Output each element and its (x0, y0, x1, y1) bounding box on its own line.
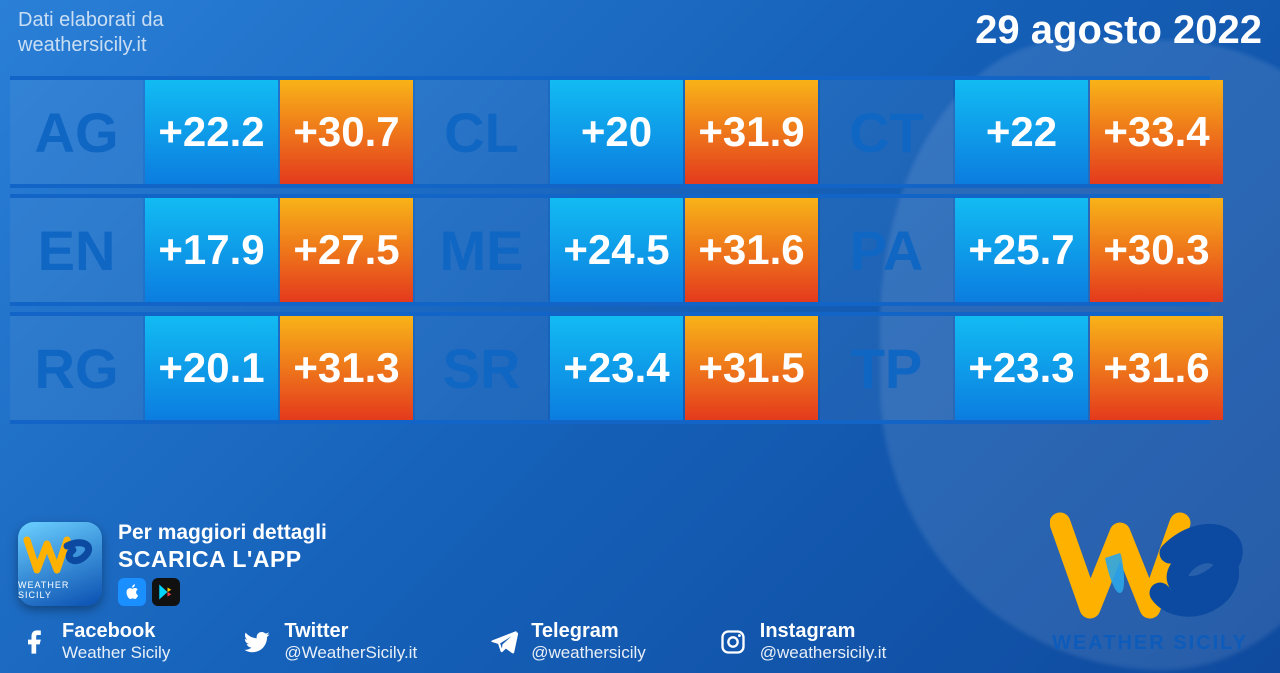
promo-text: Per maggiori dettagli SCARICA L'APP (118, 521, 327, 606)
social-item-facebook[interactable]: Facebook Weather Sicily (18, 620, 170, 663)
max-temp: +31.6 (685, 198, 818, 302)
province-code: RG (10, 316, 143, 420)
max-temp: +31.9 (685, 80, 818, 184)
min-temp: +23.4 (550, 316, 683, 420)
max-temp: +27.5 (280, 198, 413, 302)
promo-line2: SCARICA L'APP (118, 546, 327, 572)
province-code: SR (415, 316, 548, 420)
social-item-telegram[interactable]: Telegram @weathersicily (487, 620, 646, 663)
max-temp: +30.3 (1090, 198, 1223, 302)
temperature-grid: AG +22.2 +30.7 CL +20 +31.9 CT +22 +33.4… (10, 76, 1210, 430)
min-temp: +22.2 (145, 80, 278, 184)
province-code: CT (820, 80, 953, 184)
min-temp: +20.1 (145, 316, 278, 420)
social-name: Facebook (62, 620, 170, 643)
min-temp: +25.7 (955, 198, 1088, 302)
max-temp: +31.3 (280, 316, 413, 420)
credit-line2: weathersicily.it (18, 33, 164, 58)
store-badges (118, 578, 327, 606)
province-code: TP (820, 316, 953, 420)
province-code: EN (10, 198, 143, 302)
telegram-icon (487, 625, 521, 659)
province-code: CL (415, 80, 548, 184)
social-item-instagram[interactable]: Instagram @weathersicily.it (716, 620, 887, 663)
min-temp: +20 (550, 80, 683, 184)
province-code: AG (10, 80, 143, 184)
table-row: AG +22.2 +30.7 CL +20 +31.9 CT +22 +33.4 (10, 76, 1210, 188)
ws-brand-caption: WEATHER SICILY (1052, 632, 1248, 655)
table-row: EN +17.9 +27.5 ME +24.5 +31.6 PA +25.7 +… (10, 194, 1210, 306)
min-temp: +24.5 (550, 198, 683, 302)
ws-logo-icon: WEATHER SICILY (18, 522, 102, 606)
min-temp: +23.3 (955, 316, 1088, 420)
max-temp: +31.6 (1090, 316, 1223, 420)
app-store-icon[interactable] (118, 578, 146, 606)
date-label: 29 agosto 2022 (975, 8, 1262, 53)
social-name: Instagram (760, 620, 887, 643)
promo-line1: Per maggiori dettagli (118, 521, 327, 545)
province-code: ME (415, 198, 548, 302)
ws-brand-logo: WEATHER SICILY (1050, 498, 1250, 655)
social-handle: @weathersicily (531, 643, 646, 663)
max-temp: +31.5 (685, 316, 818, 420)
province-code: PA (820, 198, 953, 302)
social-handle: @weathersicily.it (760, 643, 887, 663)
max-temp: +33.4 (1090, 80, 1223, 184)
credit-block: Dati elaborati da weathersicily.it (18, 8, 164, 58)
social-handle: @WeatherSicily.it (284, 643, 417, 663)
credit-line1: Dati elaborati da (18, 8, 164, 33)
facebook-icon (18, 625, 52, 659)
social-name: Telegram (531, 620, 646, 643)
social-name: Twitter (284, 620, 417, 643)
max-temp: +30.7 (280, 80, 413, 184)
social-handle: Weather Sicily (62, 643, 170, 663)
ws-logo-caption-small: WEATHER SICILY (18, 580, 102, 600)
table-row: RG +20.1 +31.3 SR +23.4 +31.5 TP +23.3 +… (10, 312, 1210, 424)
instagram-icon (716, 625, 750, 659)
social-item-twitter[interactable]: Twitter @WeatherSicily.it (240, 620, 417, 663)
google-play-icon[interactable] (152, 578, 180, 606)
min-temp: +22 (955, 80, 1088, 184)
header: Dati elaborati da weathersicily.it 29 ag… (0, 0, 1280, 70)
twitter-icon (240, 625, 274, 659)
min-temp: +17.9 (145, 198, 278, 302)
